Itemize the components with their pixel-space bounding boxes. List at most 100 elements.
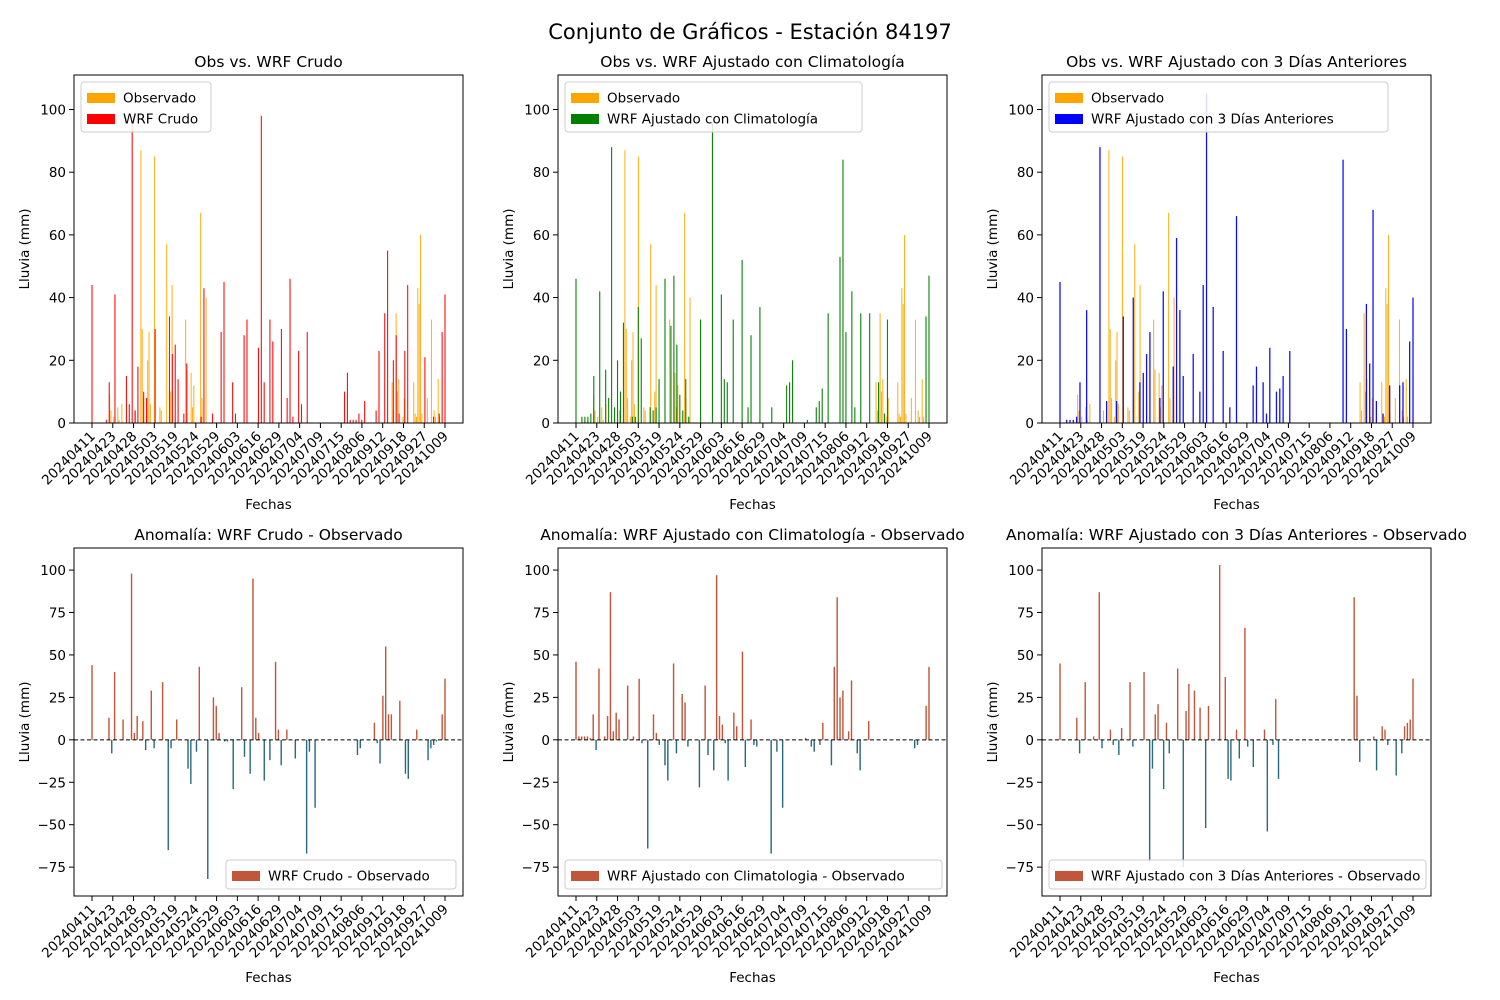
bar-observado	[420, 234, 422, 423]
bar-observado	[1117, 404, 1119, 423]
legend-label: WRF Ajustado con 3 Días Anteriores - Obs…	[1091, 869, 1420, 885]
anomaly-bar	[713, 739, 715, 771]
anomaly-bar	[176, 719, 178, 740]
anomaly-bar	[1275, 699, 1277, 740]
legend-label: WRF Ajustado con 3 Días Anteriores	[1091, 112, 1334, 128]
bar-observado	[434, 416, 436, 423]
legend: Observado WRF Crudo	[80, 81, 212, 133]
bar-observado	[1405, 379, 1407, 423]
anomaly-bar	[376, 739, 378, 744]
anomaly-bar	[595, 739, 597, 751]
bar-wrf	[183, 413, 185, 423]
legend-box	[225, 859, 457, 890]
bar-wrf	[791, 360, 794, 423]
bar-wrf	[723, 379, 725, 423]
bar-observado	[887, 397, 889, 423]
anomaly-bar	[741, 651, 744, 740]
y-tick-label: 75	[1017, 606, 1034, 622]
bar-wrf	[658, 379, 660, 423]
bar-wrf	[878, 382, 880, 423]
bar-observado	[170, 391, 172, 423]
y-tick-label: 100	[1008, 102, 1034, 118]
legend-label: WRF Crudo - Observado	[268, 869, 430, 885]
legend: WRF Ajustado con Climatologia - Observad…	[564, 859, 943, 890]
anomaly-bar	[435, 739, 438, 742]
y-tick-label: 0	[541, 416, 550, 432]
bar-wrf	[352, 419, 354, 423]
bar-wrf	[818, 401, 820, 423]
anomaly-bar	[1193, 690, 1196, 740]
anomaly-bar	[1247, 739, 1249, 747]
anomaly-bar	[1199, 707, 1201, 740]
bar-wrf	[364, 401, 366, 423]
bar-observado	[684, 212, 686, 423]
anomaly-bar	[1218, 564, 1221, 740]
legend-swatch	[571, 114, 599, 124]
anomaly-bar	[687, 739, 689, 747]
y-tick-label: 100	[40, 563, 66, 579]
anomaly-bar	[589, 738, 592, 740]
anomaly-bar	[1272, 739, 1274, 745]
bar-observado	[141, 328, 143, 423]
bar-wrf	[619, 391, 622, 423]
bar-observado	[396, 391, 398, 423]
bar-wrf	[587, 416, 589, 423]
bar-wrf	[1402, 382, 1404, 423]
bar-wrf	[246, 319, 248, 423]
bar-wrf	[581, 416, 583, 423]
bar-observado	[1153, 319, 1155, 423]
bar-wrf	[1252, 385, 1254, 423]
bar-wrf	[1289, 350, 1291, 423]
bar-wrf	[1139, 382, 1141, 423]
anomaly-bar	[1207, 705, 1210, 740]
bar-observado	[1161, 385, 1163, 423]
bar-observado	[674, 372, 676, 423]
bar-observado	[1109, 328, 1111, 423]
anomaly-bar	[1109, 729, 1112, 740]
anomaly-bar	[1401, 739, 1403, 754]
bar-wrf	[1375, 401, 1378, 423]
anomaly-bar	[615, 712, 617, 740]
anomaly-bar	[1120, 727, 1123, 740]
anomaly-bar	[1227, 739, 1229, 779]
anomaly-bar	[382, 695, 384, 740]
bar-wrf	[685, 379, 687, 423]
anomaly-bar	[925, 705, 927, 740]
bar-wrf	[1389, 385, 1391, 423]
anomaly-bar	[735, 726, 738, 740]
anomaly-bar	[1384, 729, 1386, 740]
anomaly-bar	[441, 714, 443, 740]
bar-wrf	[171, 354, 173, 423]
bar-wrf	[1212, 307, 1214, 423]
bar-observado	[627, 397, 629, 423]
anomaly-bar	[1375, 739, 1378, 771]
y-tick-label: 80	[1017, 165, 1034, 181]
bar-observado	[650, 244, 652, 423]
plot-frame	[557, 547, 948, 897]
y-tick-label: −50	[522, 818, 551, 834]
bar-observado	[1371, 397, 1373, 423]
bar-wrf	[203, 288, 205, 423]
bar-wrf	[584, 416, 586, 423]
y-tick-label: 0	[57, 733, 66, 749]
bar-observado	[1363, 313, 1365, 423]
x-axis-label: Fechas	[1213, 970, 1260, 986]
bar-wrf	[1179, 310, 1181, 423]
anomaly-bar	[913, 739, 916, 749]
bar-observado	[1102, 410, 1104, 423]
bar-wrf	[599, 291, 601, 423]
anomaly-bar	[113, 671, 116, 740]
bar-observado	[1370, 416, 1372, 423]
bar-wrf	[883, 413, 886, 423]
bar-wrf	[200, 416, 202, 423]
bar-wrf	[298, 350, 300, 423]
y-tick-label: 100	[40, 102, 66, 118]
anomaly-bar	[1230, 739, 1232, 781]
bar-observado	[594, 410, 596, 423]
bar-observado	[190, 372, 192, 423]
bar-wrf	[839, 256, 841, 423]
bar-observado	[147, 360, 149, 423]
bar-observado	[200, 212, 202, 423]
y-axis-label: Lluvia (mm)	[501, 209, 517, 290]
anomaly-bar	[859, 739, 861, 771]
